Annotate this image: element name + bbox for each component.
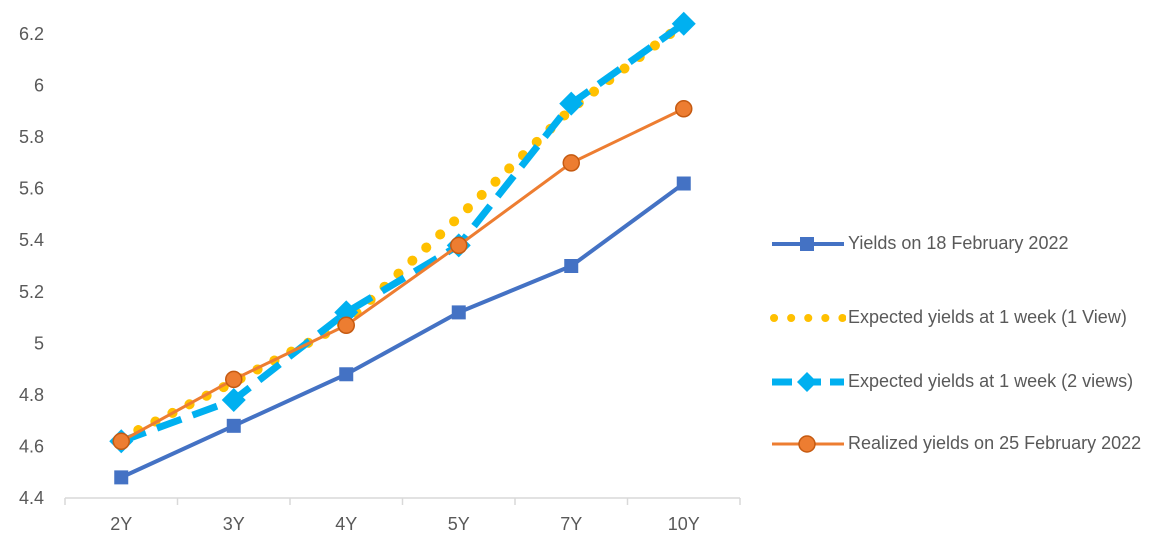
legend-key-dotted-line [770, 314, 846, 322]
legend-item-expected-1-view: Expected yields at 1 week (1 View) [770, 304, 1144, 332]
data-point-circle [675, 100, 693, 118]
legend-key-dashed-diamond [772, 372, 844, 392]
data-point-square [676, 176, 691, 191]
x-tick-label: 7Y [560, 514, 582, 534]
data-point-square [226, 418, 241, 433]
y-tick-label: 5.4 [19, 230, 44, 250]
legend-label: Expected yields at 1 week (2 views) [848, 371, 1134, 391]
series-line [116, 18, 689, 444]
x-tick-label: 10Y [668, 514, 700, 534]
x-tick-label: 4Y [335, 514, 357, 534]
legend-key-circle-marker [772, 435, 844, 453]
series-1 [114, 176, 691, 485]
y-tick-label: 5 [34, 333, 44, 353]
data-point-circle [562, 154, 580, 172]
y-tick-label: 5.8 [19, 127, 44, 147]
data-point-square [114, 470, 129, 485]
y-tick-label: 4.4 [19, 488, 44, 508]
y-tick-label: 5.6 [19, 179, 44, 199]
series-3 [109, 11, 696, 454]
data-point-circle [225, 370, 243, 389]
y-tick-label: 4.6 [19, 436, 44, 456]
x-tick-label: 2Y [110, 514, 132, 534]
x-tick-label: 5Y [448, 514, 470, 534]
y-tick-label: 6 [34, 76, 44, 96]
series-line [120, 20, 686, 445]
series-2 [116, 18, 689, 444]
data-point-square [451, 305, 466, 320]
data-point-square [564, 259, 579, 273]
data-point-square [339, 367, 354, 382]
y-tick-label: 6.2 [19, 24, 44, 44]
y-axis: 4.4 4.6 4.8 5 5.2 5.4 5.6 5.8 6 6.2 [19, 24, 44, 508]
yield-curve-chart: 4.4 4.6 4.8 5 5.2 5.4 5.6 5.8 6 6.2 2Y 3Y 4Y 5Y 7Y 10Y [19, 11, 741, 534]
legend-item-expected-2-views: Expected yields at 1 week (2 views) [770, 368, 1144, 396]
legend-item-realized-25-feb: Realized yields on 25 February 2022 [770, 430, 1144, 458]
data-point-diamond [221, 388, 246, 413]
legend-item-yields-18-feb: Yields on 18 February 2022 [770, 230, 1144, 258]
data-point-diamond [671, 11, 696, 36]
plot-area [109, 11, 696, 485]
legend-label: Realized yields on 25 February 2022 [848, 433, 1142, 453]
series-line [120, 181, 685, 480]
data-point-circle [337, 316, 355, 335]
data-point-circle [112, 432, 130, 451]
series-4 [112, 100, 693, 451]
legend-label: Yields on 18 February 2022 [848, 233, 1069, 253]
data-point-diamond [334, 300, 359, 325]
y-tick-label: 4.8 [19, 385, 44, 405]
legend-key-square-marker [772, 237, 844, 251]
y-tick-label: 5.2 [19, 282, 44, 302]
x-axis: 2Y 3Y 4Y 5Y 7Y 10Y [64, 497, 741, 534]
x-tick-label: 3Y [223, 514, 245, 534]
series-line [120, 107, 685, 443]
legend-label: Expected yields at 1 week (1 View) [848, 307, 1127, 327]
data-point-circle [450, 236, 468, 255]
data-point-diamond [559, 91, 584, 116]
